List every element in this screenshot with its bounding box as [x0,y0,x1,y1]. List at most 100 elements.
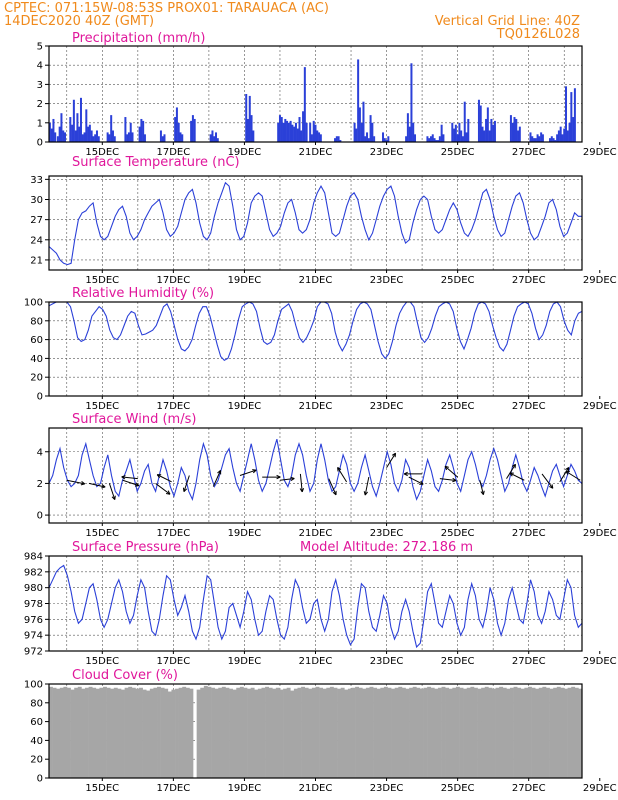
precipitation-bar [367,138,370,142]
cloud-cover-ytick-label: 20 [30,755,43,766]
wind-vector-head [363,491,369,496]
temperature-frame [48,175,583,271]
precipitation-bar [454,124,457,142]
precipitation-bar [179,132,182,142]
precipitation-bar [517,130,520,142]
wind-vector-head [156,474,162,479]
cloud-cover-column [139,687,143,778]
cloud-cover-column [362,688,367,778]
pressure-xtick-label: 19DEC [228,656,262,667]
header-model: TQ0126L028 [496,27,580,42]
cloud-cover-column [387,687,392,778]
precipitation-bar [561,134,564,142]
cloud-cover-column [121,689,125,778]
header-date: 14DEC2020 40Z (GMT) [4,14,154,29]
cloud-cover-column [301,686,305,778]
precipitation-bar [131,132,134,142]
cloud-cover-xtick-label: 27DEC [512,783,546,794]
pressure-annotation: Model Altitude: 272.186 m [300,540,473,555]
precipitation-bar [52,118,55,142]
header-grid-note: Vertical Grid Line: 40Z [435,14,580,29]
cloud-cover-column [211,687,215,778]
wind-vector-head [419,480,424,485]
pressure-ytick-label: 982 [24,567,43,578]
wind-vector-shaft [444,465,458,478]
precipitation-bar [95,130,98,142]
wind-vector-shaft [408,476,424,485]
precipitation-bar [316,130,319,142]
precipitation-bar [319,134,322,142]
cloud-cover-column [272,688,277,778]
cloud-cover-xtick-label: 29DEC [583,783,617,794]
wind-vector-shaft [66,479,85,485]
precipitation-bar [479,105,482,142]
cloud-cover-title: Cloud Cover (%) [72,668,178,683]
cloud-cover-column [434,688,439,778]
precipitation-bar [552,138,555,142]
cloud-cover-column [553,687,558,778]
precipitation-bar [488,130,491,142]
wind-vector-shaft [183,475,190,492]
cloud-cover-column [200,687,205,778]
precipitation-bar [209,134,212,142]
cloud-cover-column [491,688,496,778]
wind-vector [509,472,525,481]
precipitation-bar [124,117,127,142]
cloud-cover-column [380,687,385,778]
precipitation-bar [373,136,376,142]
cloud-cover-column [221,686,226,778]
wind-vector [439,477,457,483]
wind-vector-head [299,487,305,493]
cloud-cover-column [171,689,176,778]
pressure-title: Surface Pressure (hPa) [72,540,219,555]
cloud-cover-column [495,687,500,778]
cloud-cover-column [376,688,381,778]
pressure-ytick-label: 984 [24,552,43,563]
temperature-ytick-label: 33 [30,175,43,186]
precipitation-bar [557,130,560,142]
wind-xtick-label: 15DEC [85,528,119,539]
precipitation-bar [518,126,521,142]
wind-xtick-label: 29DEC [583,528,617,539]
precipitation-bar [364,136,367,142]
humidity-xtick-label: 25DEC [441,401,475,412]
humidity-ytick-label: 100 [24,298,43,309]
precipitation-bar [541,134,544,142]
precipitation-bar [213,136,216,142]
precipitation-bar [113,136,116,142]
precipitation-bar [282,122,285,142]
precipitation-bar [140,118,143,142]
wind-vector-shaft [122,479,140,487]
cloud-cover-column [344,689,349,778]
wind-ytick-label: 2 [37,479,43,490]
precipitation-bar [529,132,532,142]
cloud-cover-column [279,689,284,778]
precipitation-xtick-label: 19DEC [228,147,262,158]
precipitation-bar [572,117,575,142]
precipitation-bar [215,132,218,142]
temperature-xtick-label: 19DEC [228,275,262,286]
precipitation-bar [138,126,141,142]
precipitation-bar [278,115,281,142]
temperature-panel: 21 24 27 30 33 15DEC 17DEC 19DEC 21DEC 23DEC 25DEC… [30,155,616,286]
cloud-cover-column [239,686,244,778]
precipitation-bar [312,120,315,142]
cloud-cover-column [527,686,532,778]
precipitation-xtick-label: 15DEC [85,147,119,158]
precipitation-bar [48,122,51,142]
wind-vector-head [391,452,397,458]
precipitation-bar [486,107,489,142]
cloud-cover-column [182,686,187,778]
cloud-cover-column [470,686,475,778]
cloud-cover-column [214,688,219,778]
precipitation-bar [193,118,196,142]
wind-vector [328,478,337,496]
humidity-xtick-label: 17DEC [156,401,190,412]
precipitation-bar [280,117,283,142]
cloud-cover-column [416,687,421,778]
precipitation-bar [211,130,214,142]
precipitation-bar [428,138,431,142]
wind-vector-head [565,467,570,472]
wind-vector [239,469,257,476]
precipitation-bar [563,128,566,142]
